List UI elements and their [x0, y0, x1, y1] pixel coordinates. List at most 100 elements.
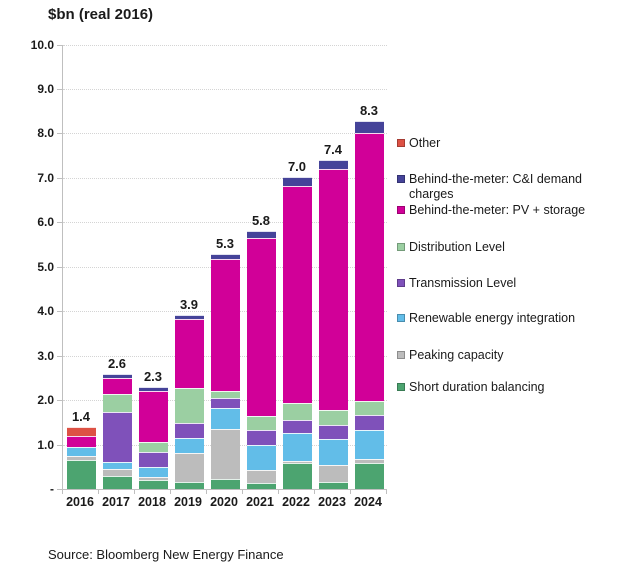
bar-2024 [354, 121, 384, 489]
gridline [63, 222, 387, 224]
legend-item-distribution-level: Distribution Level [397, 240, 505, 255]
x-axis-label: 2017 [102, 495, 130, 509]
bar-segment-short-duration-balancing [174, 482, 204, 489]
bar-segment-short-duration-balancing [66, 460, 96, 489]
bar-segment-short-duration-balancing [354, 462, 384, 489]
bar-total-label: 5.3 [215, 235, 235, 251]
y-axis-label: - [50, 482, 54, 496]
bar-segment-short-duration-balancing [210, 479, 240, 489]
x-axis-tick [170, 490, 171, 494]
bar-total-label: 2.3 [143, 369, 163, 385]
bar-segment-transmission-level [138, 451, 168, 468]
bar-segment-transmission-level [246, 430, 276, 446]
bar-segment-short-duration-balancing [318, 481, 348, 489]
bar-segment-behind-the-meter-pv-storage [210, 258, 240, 392]
bar-2021 [246, 231, 276, 489]
y-axis-label: 9.0 [37, 81, 54, 96]
bar-segment-short-duration-balancing [138, 480, 168, 489]
bar-segment-distribution-level [246, 415, 276, 431]
bar-segment-behind-the-meter-pv-storage [138, 390, 168, 442]
legend-item-renewable-energy-integration: Renewable energy integration [397, 311, 575, 326]
legend-item-transmission-level: Transmission Level [397, 276, 516, 291]
bar-segment-distribution-level [138, 441, 168, 452]
y-axis-label: 6.0 [37, 215, 54, 230]
bar-segment-peaking-capacity [282, 461, 312, 464]
bar-segment-behind-the-meter-c-i-demand-charges [246, 231, 276, 238]
legend-swatch [397, 351, 405, 359]
bar-segment-short-duration-balancing [282, 463, 312, 489]
bar-segment-peaking-capacity [66, 455, 96, 461]
bar-2019 [174, 315, 204, 489]
legend-label: Other [409, 136, 441, 150]
bar-segment-distribution-level [282, 403, 312, 420]
legend-swatch [397, 175, 405, 183]
x-axis-label: 2023 [318, 495, 346, 509]
legend-label: Behind-the-meter: PV + storage [409, 203, 586, 217]
y-axis-tick [57, 44, 62, 46]
bar-segment-behind-the-meter-pv-storage [354, 133, 384, 402]
bar-segment-behind-the-meter-c-i-demand-charges [102, 373, 132, 378]
y-axis-tick [57, 88, 62, 90]
bar-total-label: 8.3 [359, 102, 379, 118]
bar-total-label: 3.9 [179, 297, 199, 313]
legend-swatch [397, 279, 405, 287]
gridline [63, 88, 387, 90]
legend-item-other: Other [397, 136, 440, 151]
x-axis-label: 2019 [174, 495, 202, 509]
y-axis-label: 5.0 [37, 259, 54, 274]
bar-segment-behind-the-meter-c-i-demand-charges [282, 177, 312, 187]
bar-segment-transmission-level [102, 412, 132, 463]
bar-segment-renewable-energy-integration [102, 462, 132, 470]
x-axis-label: 2016 [66, 495, 94, 509]
bar-segment-transmission-level [318, 425, 348, 439]
legend-swatch [397, 206, 405, 214]
bar-segment-renewable-energy-integration [318, 438, 348, 466]
bar-segment-peaking-capacity [354, 459, 384, 463]
bar-segment-peaking-capacity [138, 477, 168, 481]
legend-label: Renewable energy integration [409, 311, 576, 325]
bar-total-label: 7.4 [323, 142, 343, 158]
source-text: Source: Bloomberg New Energy Finance [48, 547, 284, 562]
y-axis-tick [57, 400, 62, 402]
y-axis-label: 2.0 [37, 393, 54, 408]
legend-label: Distribution Level [409, 240, 505, 254]
bar-segment-renewable-energy-integration [282, 433, 312, 462]
bar-segment-peaking-capacity [210, 429, 240, 480]
bar-segment-transmission-level [174, 423, 204, 439]
x-axis-tick [386, 490, 387, 494]
bar-segment-behind-the-meter-pv-storage [102, 377, 132, 395]
bar-segment-behind-the-meter-c-i-demand-charges [318, 160, 348, 169]
bar-total-label: 1.4 [71, 408, 91, 424]
bar-segment-transmission-level [354, 414, 384, 430]
gridline [63, 177, 387, 179]
bar-segment-renewable-energy-integration [354, 429, 384, 460]
bar-segment-behind-the-meter-pv-storage [318, 169, 348, 411]
y-axis-tick [57, 311, 62, 313]
x-axis-label: 2021 [246, 495, 274, 509]
bar-segment-distribution-level [318, 410, 348, 426]
bar-segment-peaking-capacity [318, 465, 348, 482]
bar-segment-distribution-level [354, 401, 384, 415]
y-axis-tick [57, 133, 62, 135]
bar-2018 [138, 387, 168, 489]
legend-swatch [397, 139, 405, 147]
x-axis-tick [98, 490, 99, 494]
bar-total-label: 2.6 [107, 355, 127, 371]
y-axis-label: 7.0 [37, 170, 54, 185]
legend-swatch [397, 383, 405, 391]
y-axis-tick [57, 266, 62, 268]
x-axis-tick [134, 490, 135, 494]
bar-segment-behind-the-meter-pv-storage [66, 435, 96, 447]
legend-item-short-duration-balancing: Short duration balancing [397, 380, 545, 395]
bar-segment-behind-the-meter-c-i-demand-charges [174, 315, 204, 319]
bar-segment-renewable-energy-integration [138, 467, 168, 478]
bar-segment-distribution-level [210, 391, 240, 399]
y-axis-label: 4.0 [37, 304, 54, 319]
bar-segment-peaking-capacity [174, 453, 204, 483]
bar-segment-renewable-energy-integration [174, 438, 204, 454]
bar-segment-transmission-level [282, 419, 312, 434]
bar-segment-behind-the-meter-c-i-demand-charges [210, 253, 240, 259]
legend-item-behind-the-meter-pv-storage: Behind-the-meter: PV + storage [397, 203, 585, 218]
y-axis-tick [57, 489, 62, 490]
legend-label: Behind-the-meter: C&I demand charges [409, 172, 583, 201]
